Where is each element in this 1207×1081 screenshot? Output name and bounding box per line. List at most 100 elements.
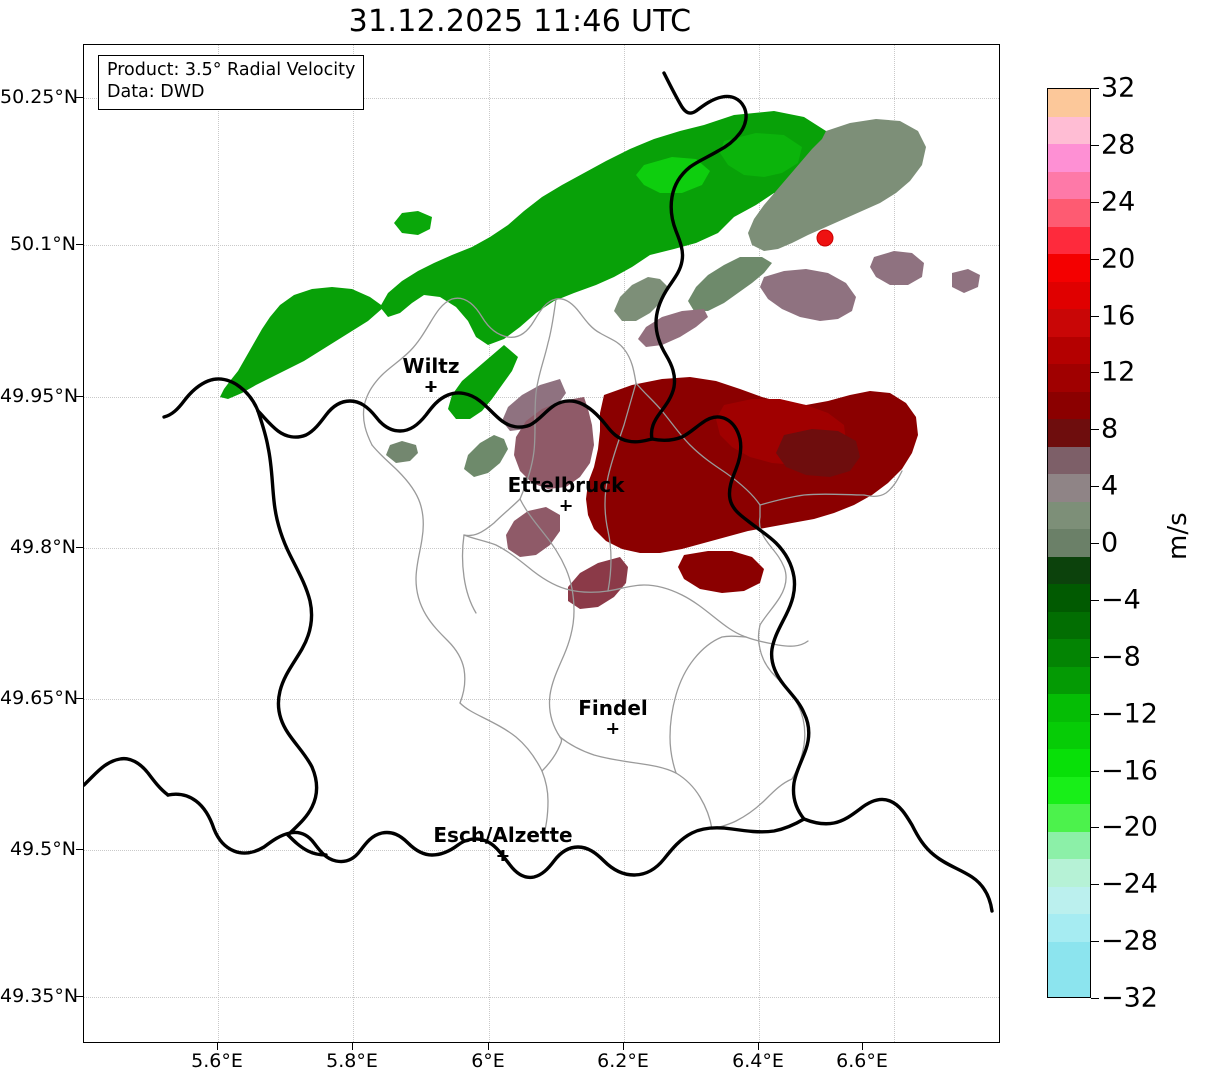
colorbar-tick-label: −20 [1101, 811, 1158, 843]
x-tick-label: 6.4°E [732, 1050, 784, 1072]
colorbar-tick-mark [1091, 998, 1099, 999]
colorbar-tick-mark [1091, 144, 1099, 146]
velocity-colorbar[interactable] [1047, 88, 1091, 998]
echo-receding-red [506, 377, 918, 609]
y-tick-mark [76, 547, 83, 548]
y-tick-mark [76, 97, 83, 98]
colorbar-tick-mark [1091, 201, 1099, 203]
colorbar-band [1048, 309, 1090, 337]
y-tick-label: 49.35°N [0, 985, 79, 1007]
colorbar-tick-mark [1091, 599, 1099, 601]
colorbar-band [1048, 914, 1090, 942]
colorbar-band [1048, 391, 1090, 420]
colorbar-band [1048, 474, 1090, 502]
colorbar-band [1048, 831, 1090, 860]
colorbar-tick-mark [1091, 884, 1099, 886]
colorbar-tick-label: −32 [1101, 982, 1158, 1014]
x-tick-mark [758, 1043, 759, 1050]
colorbar-band [1048, 611, 1090, 640]
colorbar-tick-label: 32 [1101, 72, 1136, 104]
colorbar-tick-mark [1091, 941, 1099, 943]
y-tick-mark [76, 849, 83, 850]
colorbar-tick-label: −4 [1101, 584, 1141, 616]
x-tick-mark [352, 1043, 353, 1050]
product-info-box: Product: 3.5° Radial Velocity Data: DWD [98, 55, 365, 110]
x-tick-mark [862, 1043, 863, 1050]
colorbar-tick-mark [1091, 315, 1099, 317]
colorbar-tick-label: 12 [1101, 356, 1136, 388]
colorbar-band [1048, 859, 1090, 887]
colorbar-band [1048, 941, 1090, 970]
y-tick-label: 50.25°N [0, 86, 79, 108]
colorbar-band [1048, 199, 1090, 227]
colorbar-band [1048, 226, 1090, 255]
x-tick-mark [488, 1043, 489, 1050]
colorbar-tick-label: 28 [1101, 129, 1136, 161]
colorbar-tick-label: 16 [1101, 300, 1136, 331]
colorbar-tick-label: 20 [1101, 243, 1136, 275]
colorbar-tick-label: 8 [1101, 413, 1119, 445]
colorbar-tick-label: −28 [1101, 925, 1158, 957]
y-tick-mark [76, 244, 83, 245]
echo-approaching-green [220, 111, 832, 419]
product-line: Product: 3.5° Radial Velocity [107, 60, 356, 80]
colorbar-band [1048, 666, 1090, 695]
gridline-vertical [759, 45, 760, 1042]
y-tick-label: 49.65°N [0, 687, 79, 709]
colorbar-band [1048, 88, 1090, 117]
radar-site-marker[interactable] [816, 229, 834, 247]
colorbar-tick-label: −16 [1101, 755, 1158, 786]
colorbar-band [1048, 969, 1090, 997]
colorbar-band [1048, 721, 1090, 750]
y-tick-mark [76, 996, 83, 997]
map-plot-area[interactable]: Wiltz Ettelbruck Findel Esch/Alzette Pro… [83, 44, 1000, 1043]
colorbar-band [1048, 336, 1090, 365]
colorbar-band [1048, 694, 1090, 722]
y-tick-mark [76, 698, 83, 699]
colorbar-band [1048, 886, 1090, 915]
colorbar-band [1048, 281, 1090, 310]
gridline-vertical [489, 45, 490, 1042]
gridline-vertical [218, 45, 219, 1042]
admin-borders-layer [84, 71, 994, 913]
page-title: 31.12.2025 11:46 UTC [348, 4, 692, 39]
gridline-horizontal [84, 997, 999, 998]
x-tick-mark [623, 1043, 624, 1050]
y-tick-label: 50.1°N [9, 233, 76, 255]
colorbar-tick-label: −12 [1101, 698, 1158, 730]
echo-mauve-transition [502, 251, 980, 431]
colorbar-axis-label: m/s [1163, 512, 1193, 560]
district-borders [362, 297, 903, 842]
colorbar-band [1048, 639, 1090, 667]
colorbar-band [1048, 584, 1090, 612]
colorbar-tick-label: 0 [1101, 527, 1119, 559]
colorbar-band [1048, 556, 1090, 585]
gridline-horizontal [84, 850, 999, 851]
gridline-horizontal [84, 98, 999, 99]
echo-zero-isodop-gray [386, 119, 926, 477]
colorbar-band [1048, 364, 1090, 392]
x-tick-label: 6.6°E [836, 1050, 888, 1072]
colorbar-band [1048, 529, 1090, 557]
data-source-line: Data: DWD [107, 82, 205, 103]
colorbar-band [1048, 419, 1090, 447]
colorbar-tick-mark [1091, 258, 1099, 260]
y-tick-mark [76, 396, 83, 397]
colorbar-band [1048, 446, 1090, 475]
gridline-horizontal [84, 699, 999, 700]
gridline-vertical [353, 45, 354, 1042]
colorbar-band [1048, 144, 1090, 172]
map-canvas: Wiltz Ettelbruck Findel Esch/Alzette Pro… [84, 45, 999, 1042]
gridline-vertical [894, 45, 895, 1042]
x-tick-label: 5.6°E [191, 1050, 243, 1072]
colorbar-band [1048, 749, 1090, 777]
colorbar-band [1048, 171, 1090, 200]
radar-echo-layer [220, 111, 980, 609]
colorbar-tick-mark [1091, 770, 1099, 772]
colorbar-band [1048, 501, 1090, 530]
colorbar-tick-mark [1091, 88, 1099, 89]
colorbar-tick-mark [1091, 713, 1099, 715]
colorbar-tick-label: 4 [1101, 470, 1119, 502]
colorbar-tick-label: −24 [1101, 868, 1158, 900]
